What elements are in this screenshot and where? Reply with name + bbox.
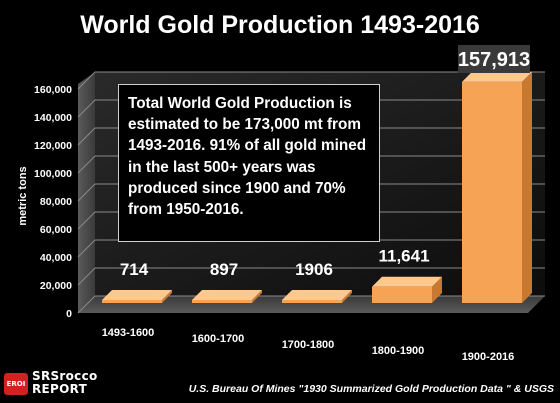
gridline: [77, 211, 545, 230]
y-tick-label: 140,000: [34, 112, 72, 124]
srsrocco-logo: EROI SRSrocco REPORT: [4, 369, 128, 399]
chart-title: World Gold Production 1493-2016: [80, 11, 480, 39]
eroi-badge: EROI: [4, 373, 28, 395]
y-tick-label: 40,000: [40, 252, 72, 264]
x-tick-label: 1900-2016: [462, 351, 515, 363]
y-axis-label: metric tons: [17, 166, 29, 225]
y-axis-ticks: 0 20,000 40,000 60,000 80,000 100,000 120,000 1…: [34, 84, 72, 320]
value-label-box: 157,913: [458, 45, 530, 73]
x-tick-label: 1600-1700: [192, 333, 245, 345]
bar: [462, 71, 532, 303]
x-tick-label: 1700-1800: [282, 339, 335, 351]
value-label: 157,913: [458, 49, 530, 71]
gridlines: [77, 71, 545, 314]
gridline: [77, 183, 545, 202]
value-labels: 714 897 1906 11,641 157,913: [120, 45, 530, 279]
y-tick-label: 0: [66, 308, 72, 320]
logo-line-1: SRSrocco: [32, 369, 98, 383]
y-tick-label: 80,000: [40, 196, 72, 208]
value-label: 897: [210, 260, 238, 279]
bar: [192, 290, 262, 303]
bar: [102, 290, 172, 303]
bar: [372, 276, 442, 303]
y-tick-label: 100,000: [34, 168, 72, 180]
gridline: [77, 267, 545, 286]
annotation-box: Total World Gold Production is estimated…: [118, 84, 380, 242]
category-labels: 1493-1600 1600-1700 1700-1800 1800-1900 1900…: [102, 327, 515, 363]
value-label: 11,641: [378, 247, 429, 266]
bars: [102, 71, 532, 303]
logo-wordmark: SRSrocco REPORT: [32, 370, 98, 396]
y-tick-label: 120,000: [34, 140, 72, 152]
y-tick-label: 160,000: [34, 84, 72, 96]
y-tick-label: 60,000: [40, 224, 72, 236]
gridline: [77, 127, 545, 146]
gridline: [77, 239, 545, 258]
gridline: [77, 71, 545, 90]
y-tick-label: 20,000: [40, 280, 72, 292]
x-tick-label: 1800-1900: [372, 345, 425, 357]
x-tick-label: 1493-1600: [102, 327, 155, 339]
gridline: [77, 99, 545, 118]
bar: [282, 290, 352, 303]
gridline: [77, 155, 545, 174]
logo-line-2: REPORT: [32, 382, 88, 396]
value-label: 714: [120, 260, 149, 279]
source-note: U.S. Bureau Of Mines "1930 Summarized Go…: [189, 383, 554, 395]
value-label: 1906: [295, 260, 333, 279]
